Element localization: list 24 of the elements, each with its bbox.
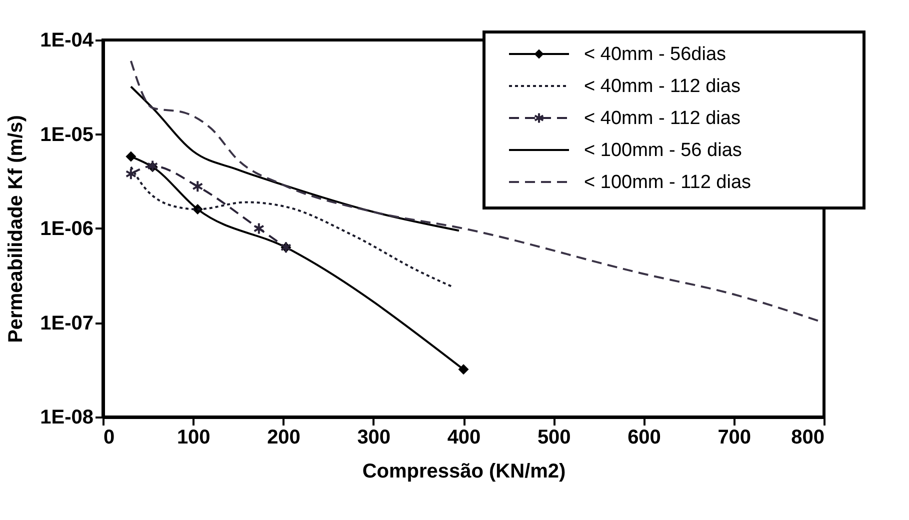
x-tick-label: 800 (791, 426, 824, 448)
x-tick-label: 400 (447, 426, 481, 448)
x-tick-label: 500 (537, 426, 571, 448)
y-tick-label: 1E-06 (40, 218, 94, 240)
legend-label: < 100mm - 56 dias (584, 140, 742, 161)
legend-label: < 40mm - 112 dias (584, 76, 740, 97)
x-tick-label: 0 (104, 426, 115, 448)
line-series (130, 86, 460, 232)
x-tick-label: 200 (267, 426, 300, 448)
y-axis-title: Permeabilidade Kf (m/s) (5, 115, 28, 343)
y-tick-label: 1E-08 (40, 406, 94, 428)
legend-label: < 40mm - 112 dias (584, 108, 740, 129)
x-tick-label: 700 (718, 426, 752, 448)
line-series (130, 166, 454, 288)
x-tick-label: 600 (628, 426, 661, 448)
x-tick-label: 300 (357, 426, 391, 448)
x-tick-label: 100 (176, 426, 210, 448)
y-tick-label: 1E-07 (40, 312, 94, 334)
legend-label: < 100mm - 112 dias (584, 172, 752, 193)
x-axis-title: Compressão (KN/m2) (362, 460, 566, 482)
y-tick-label: 1E-05 (40, 124, 94, 146)
y-tick-label: 1E-04 (40, 30, 94, 52)
legend-label: < 40mm - 56dias (584, 44, 726, 65)
line-series (130, 60, 825, 324)
